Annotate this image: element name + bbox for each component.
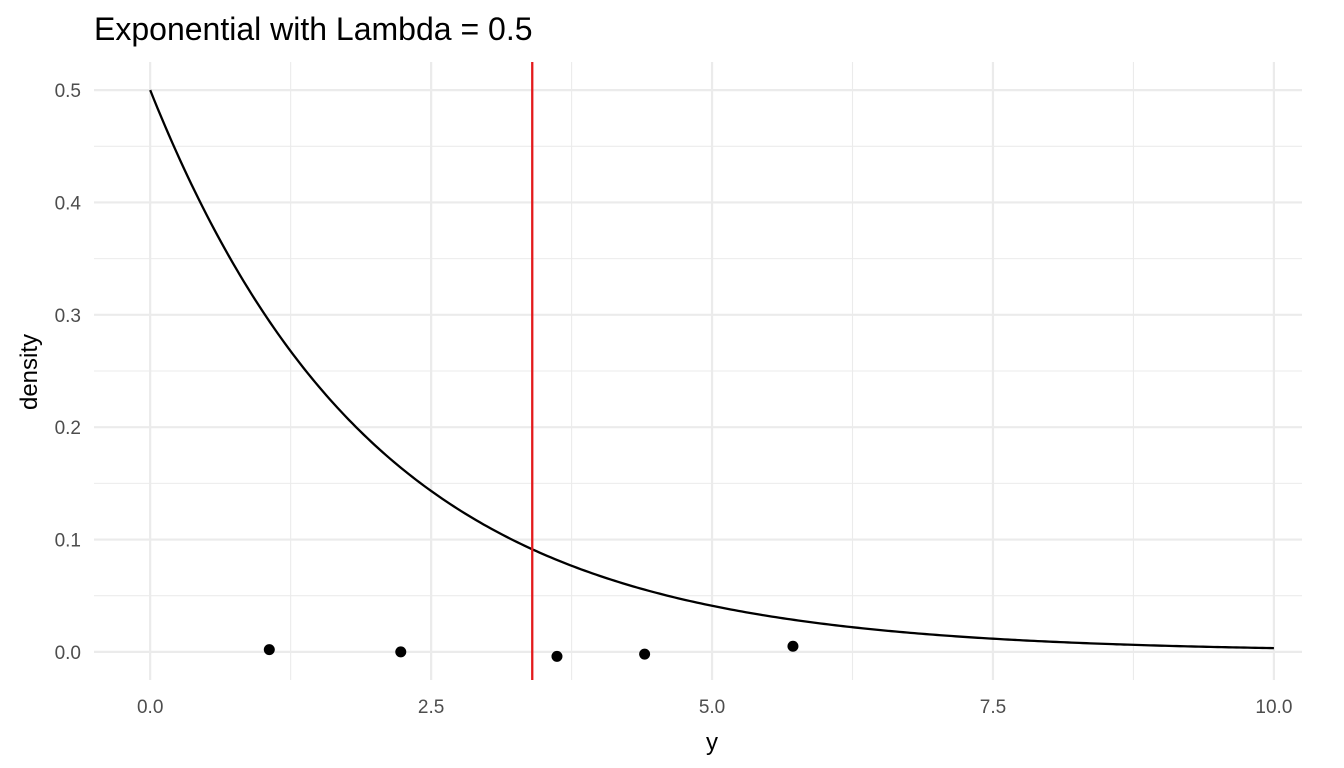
plot-area — [149, 62, 1274, 680]
sample-point-0 — [263, 644, 275, 656]
y-tick-label-4: 0.4 — [55, 193, 82, 214]
x-tick-label-2: 5.0 — [699, 697, 725, 718]
x-axis-tick-labels: 0.0 2.5 5.0 7.5 10.0 — [137, 697, 1292, 718]
y-axis-tick-labels: 0.0 0.1 0.2 0.3 0.4 0.5 — [55, 81, 82, 664]
y-tick-label-0: 0.0 — [55, 643, 81, 664]
x-tick-label-3: 7.5 — [980, 697, 1006, 718]
x-tick-label-4: 10.0 — [1255, 697, 1292, 718]
x-tick-label-1: 2.5 — [418, 697, 444, 718]
density-curve — [149, 89, 1274, 650]
chart-title: Exponential with Lambda = 0.5 — [94, 11, 533, 47]
y-tick-label-1: 0.1 — [55, 531, 81, 552]
y-tick-label-2: 0.2 — [55, 418, 81, 439]
y-axis-title: density — [16, 334, 43, 410]
sample-point-4 — [787, 640, 799, 652]
x-tick-label-0: 0.0 — [137, 697, 163, 718]
y-tick-label-3: 0.3 — [55, 306, 81, 327]
x-axis-title: y — [706, 729, 718, 756]
y-tick-label-5: 0.5 — [55, 81, 81, 102]
sample-point-1 — [395, 646, 407, 658]
sample-point-2 — [551, 650, 563, 662]
major-gridlines — [94, 62, 1302, 680]
minor-gridlines — [94, 62, 1302, 680]
sample-point-3 — [639, 648, 651, 660]
